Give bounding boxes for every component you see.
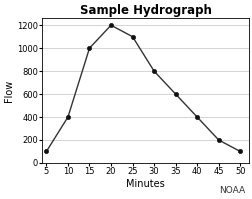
Title: Sample Hydrograph: Sample Hydrograph	[79, 4, 211, 17]
Text: NOAA: NOAA	[218, 186, 244, 195]
X-axis label: Minutes: Minutes	[125, 179, 164, 189]
Y-axis label: Flow: Flow	[4, 80, 14, 102]
